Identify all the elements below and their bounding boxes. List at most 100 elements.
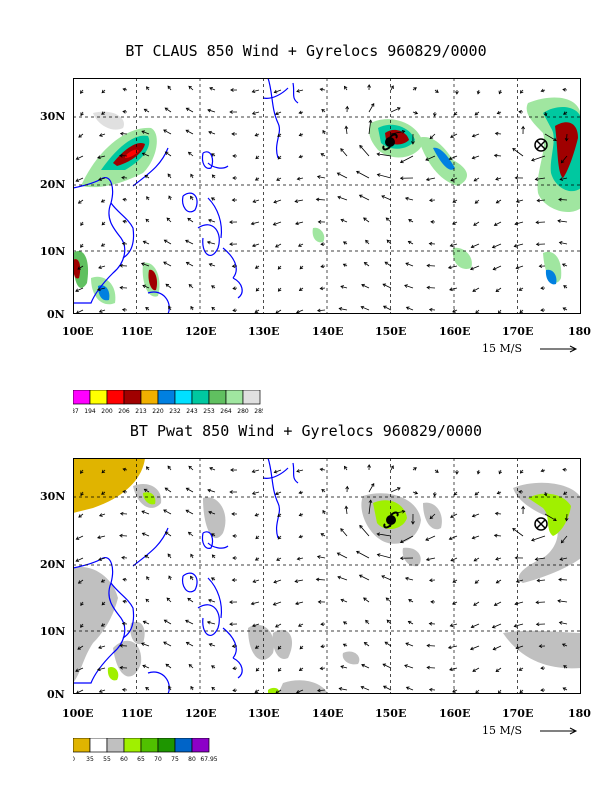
wind-arrowhead [80, 492, 84, 497]
wind-arrow [558, 199, 568, 201]
wind-arrowhead [77, 200, 82, 204]
wind-arrow [562, 263, 568, 267]
wind-arrow [76, 309, 84, 314]
wind-arrowhead [322, 509, 326, 514]
wind-arrow [186, 487, 194, 493]
wind-arrowhead [190, 575, 194, 580]
wind-arrow [275, 623, 282, 628]
wind-arrowhead [122, 197, 127, 202]
wind-arrowhead [208, 598, 212, 603]
panel2-lon-150e: 150E [375, 707, 407, 720]
wind-arrowhead [277, 668, 282, 672]
wind-arrowhead [97, 535, 101, 540]
wind-arrow [377, 153, 392, 157]
wind-arrowhead [229, 220, 233, 224]
wind-arrow [450, 623, 458, 627]
wind-arrowhead [254, 513, 259, 517]
wind-arrow [429, 309, 436, 311]
wind-arrow [356, 551, 370, 559]
wind-arrowhead [455, 91, 459, 95]
wind-arrowhead [168, 195, 172, 200]
wind-arrowhead [512, 147, 516, 152]
wind-arrowhead [340, 598, 345, 603]
wind-arrow [141, 263, 150, 267]
wind-arrowhead [166, 217, 171, 222]
wind-arrowhead [276, 557, 280, 561]
colorbar-tick-label: 0 [73, 756, 75, 763]
wind-arrow [78, 579, 84, 584]
wind-arrow [450, 557, 458, 562]
panel1-ref-vector-label: 15 M/S [482, 342, 522, 355]
wind-arrowhead [298, 154, 303, 159]
wind-arrow [320, 287, 326, 290]
wind-arrowhead [319, 666, 324, 671]
wind-arrowhead [540, 286, 544, 290]
wind-arrowhead [119, 665, 123, 670]
wind-arrowhead [298, 287, 303, 291]
wind-arrowhead [340, 218, 345, 223]
wind-arrowhead [338, 307, 343, 311]
wind-arrowhead [430, 600, 434, 604]
wind-arrowhead [232, 666, 236, 671]
wind-arrowhead [98, 133, 103, 137]
wind-arrow [186, 642, 194, 647]
wind-arrowhead [298, 490, 303, 495]
panel2-lon-110e: 110E [121, 707, 153, 720]
wind-arrow [359, 194, 370, 201]
wind-arrowhead [513, 623, 518, 628]
wind-arrow [474, 111, 480, 116]
wind-arrowhead [232, 556, 236, 560]
wind-arrow [359, 574, 370, 581]
wind-arrowhead [122, 489, 126, 494]
wind-arrow [164, 239, 172, 245]
wind-arrow [412, 491, 418, 494]
wind-arrowhead [429, 198, 433, 203]
wind-arrowhead [296, 176, 301, 181]
wind-arrowhead [540, 468, 545, 473]
wind-arrowhead [230, 468, 234, 472]
wind-arrowhead [359, 524, 363, 529]
wind-arrowhead [251, 111, 256, 115]
gyre-center-marker [534, 138, 548, 152]
wind-arrow [368, 120, 372, 135]
wind-arrowhead [514, 601, 519, 606]
wind-arrowhead [561, 263, 566, 267]
wind-arrow [450, 177, 458, 182]
wind-arrow [252, 469, 260, 473]
wind-arrow [495, 557, 502, 560]
wind-arrowhead [557, 219, 561, 223]
wind-arrow [275, 491, 282, 495]
wind-arrowhead [469, 266, 474, 271]
wind-arrow [77, 645, 84, 650]
wind-arrowhead [399, 159, 404, 164]
wind-arrowhead [543, 492, 548, 497]
wind-arrowhead [449, 667, 453, 672]
wind-arrowhead [273, 199, 278, 204]
wind-arrowhead [142, 620, 147, 625]
wind-arrowhead [316, 688, 321, 693]
wind-arrow [209, 643, 216, 647]
wind-arrow [208, 131, 216, 135]
wind-arrow [384, 261, 392, 267]
wind-arrowhead [428, 241, 433, 246]
wind-arrowhead [275, 111, 279, 116]
wind-arrow [167, 173, 172, 179]
wind-arrowhead [75, 288, 79, 292]
wind-arrowhead [336, 552, 341, 556]
wind-arrowhead [255, 155, 259, 160]
wind-arrowhead [315, 577, 320, 582]
wind-arrowhead [188, 85, 193, 90]
wind-arrowhead [255, 667, 260, 672]
wind-arrow [537, 579, 546, 582]
wind-arrow [472, 667, 480, 672]
wind-arrowhead [210, 197, 215, 201]
wind-arrowhead [535, 220, 539, 225]
wind-arrowhead [298, 534, 303, 539]
wind-arrow [449, 667, 458, 671]
wind-arrow [404, 664, 414, 669]
wind-arrowhead [167, 173, 172, 178]
wind-arrowhead [553, 517, 557, 521]
wind-arrowhead [355, 170, 360, 175]
wind-arrowhead [560, 539, 565, 544]
wind-arrowhead [399, 556, 404, 561]
